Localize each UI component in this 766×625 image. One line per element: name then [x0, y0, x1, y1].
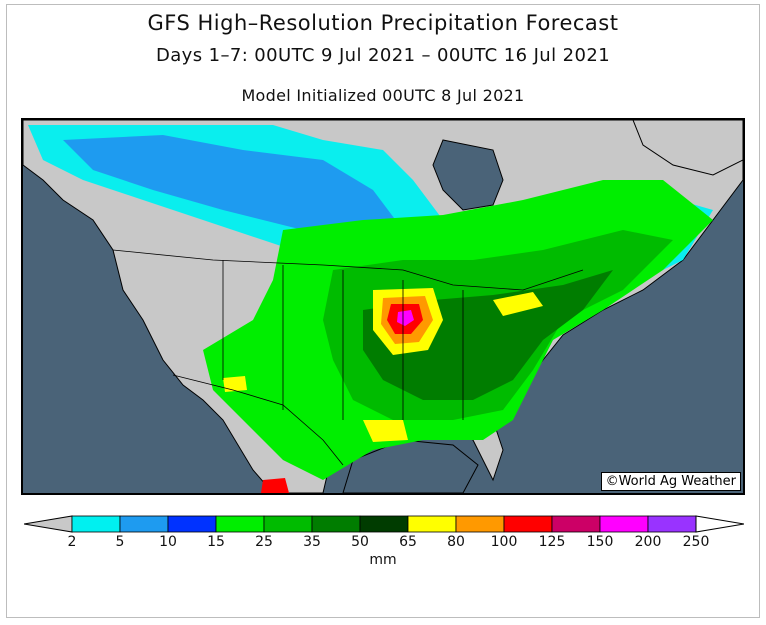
legend-cell-6	[359, 515, 409, 533]
legend-cell-2	[167, 515, 217, 533]
legend-tick-150: 150	[586, 534, 614, 550]
legend-tick-125: 125	[538, 534, 566, 550]
legend-cell-9	[503, 515, 553, 533]
precip-magenta-midwest	[397, 310, 414, 326]
legend-tick-50: 50	[351, 534, 369, 550]
legend-cell-10	[551, 515, 601, 533]
legend-tick-10: 10	[159, 534, 177, 550]
legend-cell-1	[119, 515, 169, 533]
legend-cell-3	[215, 515, 265, 533]
legend-cell-4	[263, 515, 313, 533]
legend-arrow-above	[695, 515, 744, 533]
legend-tick-250: 250	[682, 534, 710, 550]
legend-ticks: 2 5 10 15 25 35 50 65 80 100 125 150 200 250	[0, 534, 766, 554]
borders	[112, 249, 584, 466]
legend-cell-12	[647, 515, 697, 533]
forecast-period: Days 1–7: 00UTC 9 Jul 2021 – 00UTC 16 Ju…	[155, 45, 611, 66]
precip-yellow-texas	[363, 420, 408, 442]
legend-cell-8	[455, 515, 505, 533]
legend-cells	[24, 515, 744, 533]
credit-label: ©World Ag Weather	[600, 472, 741, 491]
map-title: GFS High–Resolution Precipitation Foreca…	[147, 11, 619, 35]
legend-cell-7	[407, 515, 457, 533]
legend-arrow-below	[24, 515, 73, 533]
precip-red-mexico	[261, 478, 289, 493]
greenland	[632, 120, 743, 176]
legend-tick-100: 100	[490, 534, 518, 550]
legend-cell-0	[71, 515, 121, 533]
legend-tick-35: 35	[303, 534, 321, 550]
legend-tick-25: 25	[255, 534, 273, 550]
precip-field	[28, 125, 713, 493]
model-init-time: Model Initialized 00UTC 8 Jul 2021	[241, 86, 525, 105]
precip-yellow-east	[493, 292, 543, 316]
legend-unit: mm	[369, 552, 397, 568]
legend-cell-11	[599, 515, 649, 533]
legend-tick-80: 80	[447, 534, 465, 550]
legend-tick-5: 5	[115, 534, 125, 550]
legend-tick-65: 65	[399, 534, 417, 550]
legend-tick-2: 2	[67, 534, 77, 550]
map-canvas	[23, 120, 743, 493]
legend-tick-15: 15	[207, 534, 225, 550]
precip-yellow-southwest	[223, 376, 247, 392]
precipitation-map: ©World Ag Weather	[21, 118, 745, 495]
color-legend	[24, 515, 744, 533]
legend-tick-200: 200	[634, 534, 662, 550]
legend-cell-5	[311, 515, 361, 533]
us-canada-border	[112, 249, 584, 291]
hudson-bay	[432, 139, 504, 211]
